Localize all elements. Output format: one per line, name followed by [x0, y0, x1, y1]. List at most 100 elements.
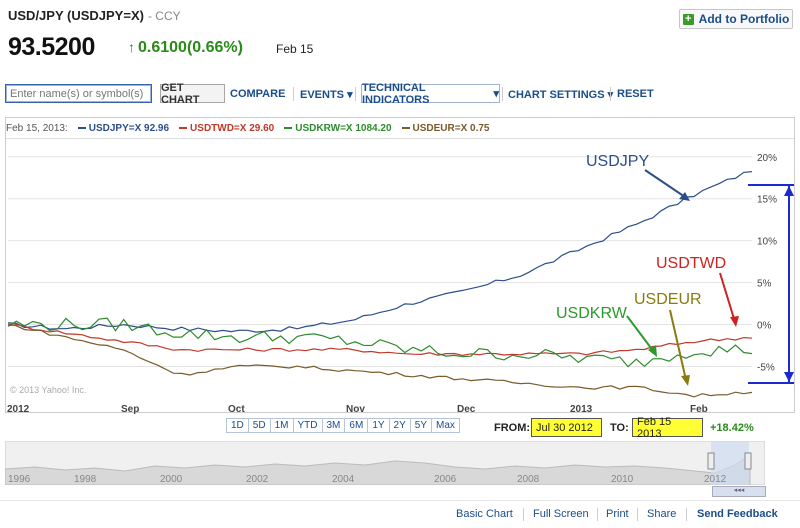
full-screen-link[interactable]: Full Screen: [533, 508, 589, 520]
navigator-selection[interactable]: [711, 441, 749, 485]
arrow-head-icon: [681, 375, 690, 386]
x-tick-label: 2012: [7, 404, 30, 415]
price: 93.5200: [8, 33, 95, 61]
range-buttons: 1D 5D 1M YTD 3M 6M 1Y 2Y 5Y Max: [226, 418, 460, 433]
toolbar-divider: [293, 87, 294, 101]
chart-toolbar: GET CHART COMPARE EVENTS ▾ TECHNICAL IND…: [5, 82, 795, 107]
series-line-usdkrw: [7, 317, 753, 368]
print-link[interactable]: Print: [606, 508, 629, 520]
compare-button[interactable]: COMPARE: [230, 88, 286, 100]
send-feedback-link[interactable]: Send Feedback: [697, 508, 778, 520]
navigator-year-label: 1996: [8, 474, 31, 485]
add-to-portfolio-label: Add to Portfolio: [698, 12, 790, 26]
x-tick-label: Nov: [346, 404, 365, 415]
range-max-button[interactable]: Max: [431, 418, 460, 433]
legend-label: USDTWD=X 29.60: [190, 122, 275, 134]
annotation-usdtwd: USDTWD: [656, 255, 726, 272]
legend-label: USDKRW=X 1084.20: [295, 122, 392, 134]
navigator-year-label: 2004: [332, 474, 355, 485]
range-ytd-button[interactable]: YTD: [292, 418, 323, 433]
x-tick-label: Sep: [121, 404, 140, 415]
y-tick-label: 5%: [757, 279, 772, 290]
up-arrow-icon: ↑: [128, 39, 135, 55]
copyright: © 2013 Yahoo! Inc.: [10, 385, 86, 395]
range-1d-button[interactable]: 1D: [226, 418, 249, 433]
navigator-year-label: 2002: [246, 474, 269, 485]
legend-swatch: [179, 126, 188, 129]
annotation-usdeur: USDEUR: [634, 291, 702, 308]
navigator-year-label: 2000: [160, 474, 183, 485]
page-title: USD/JPY (USDJPY=X) - CCY: [8, 8, 181, 23]
range-1y-button[interactable]: 1Y: [367, 418, 390, 433]
legend-item-usdtwd[interactable]: USDTWD=X 29.60: [179, 123, 274, 134]
chevron-down-icon: ▾: [493, 88, 499, 100]
legend-swatch: [401, 126, 410, 129]
to-label: TO:: [610, 422, 629, 434]
legend-date: Feb 15, 2013:: [6, 122, 68, 134]
y-tick-label: -5%: [757, 362, 775, 373]
legend-item-usdkrw[interactable]: USDKRW=X 1084.20: [284, 122, 392, 134]
quote-date: Feb 15: [276, 42, 314, 56]
range-1m-button[interactable]: 1M: [269, 418, 294, 433]
series-line-usdtwd: [7, 323, 753, 357]
footer-divider: [637, 508, 638, 521]
arrow-up-icon: [784, 186, 794, 196]
range-5y-button[interactable]: 5Y: [409, 418, 433, 433]
navigator-year-label: 2008: [517, 474, 540, 485]
symbol-title: USD/JPY (USDJPY=X): [8, 8, 144, 23]
x-tick-label: Dec: [457, 404, 476, 415]
annotation-arrow-usdtwd: [719, 272, 736, 323]
y-tick-label: 20%: [757, 153, 777, 164]
from-label: FROM:: [494, 422, 531, 434]
legend-item-usdjpy[interactable]: USDJPY=X 92.96: [77, 122, 170, 134]
navigator-area: [5, 454, 751, 485]
legend-label: USDJPY=X 92.96: [88, 122, 170, 134]
to-date-input[interactable]: Feb 15 2013: [632, 416, 703, 440]
range-6m-button[interactable]: 6M: [344, 418, 369, 433]
navigator-year-label: 1998: [74, 474, 97, 485]
reset-button[interactable]: RESET: [617, 88, 654, 100]
y-tick-label: 0%: [757, 321, 772, 332]
events-label: EVENTS: [300, 89, 345, 101]
x-tick-label: Oct: [228, 404, 245, 415]
events-menu[interactable]: EVENTS ▾: [300, 88, 353, 101]
series-line-usdjpy: [7, 171, 753, 333]
footer-divider: [597, 508, 598, 521]
navigator-year-label: 2012: [704, 474, 727, 485]
chart-panel: [5, 117, 795, 413]
navigator-year-label: 2010: [611, 474, 634, 485]
navigator-scrollbar[interactable]: ◂◂◂: [712, 486, 766, 497]
range-3m-button[interactable]: 3M: [321, 418, 346, 433]
annotation-usdkrw: USDKRW: [556, 305, 628, 322]
annotation-usdjpy: USDJPY: [586, 153, 649, 170]
arrow-head-icon: [679, 192, 690, 201]
legend-swatch: [77, 126, 86, 129]
navigator-right-handle[interactable]: [744, 452, 752, 470]
share-link[interactable]: Share: [647, 508, 677, 520]
range-5d-button[interactable]: 5D: [247, 418, 271, 433]
annotation-arrow-usdkrw: [626, 315, 655, 353]
range-change: +18.42%: [710, 422, 754, 434]
navigator-year-label: 2006: [434, 474, 457, 485]
basic-chart-link[interactable]: Basic Chart: [456, 508, 513, 520]
annotation-arrow-usdjpy: [644, 169, 689, 200]
add-to-portfolio-button[interactable]: + Add to Portfolio: [679, 9, 793, 29]
symbol-search-input[interactable]: [5, 84, 152, 103]
range-2y-button[interactable]: 2Y: [388, 418, 411, 433]
navigator-left-handle[interactable]: [707, 452, 715, 470]
get-chart-button[interactable]: GET CHART: [160, 82, 225, 106]
navigator-sparkline: [5, 441, 752, 485]
toolbar-divider: [502, 87, 503, 101]
series-line-usdeur: [7, 323, 753, 398]
title-suffix: - CCY: [147, 9, 181, 23]
from-date-input[interactable]: Jul 30 2012: [531, 418, 602, 437]
technical-indicators-menu[interactable]: TECHNICAL INDICATORS ▾: [361, 82, 500, 106]
price-change: ↑ 0.6100(0.66%): [128, 39, 243, 57]
annotation-arrow-usdeur: [669, 309, 687, 381]
arrow-head-icon: [648, 345, 657, 357]
legend-item-usdeur[interactable]: USDEUR=X 0.75: [401, 123, 489, 134]
x-tick-label: 2013: [570, 404, 593, 415]
y-tick-label: 15%: [757, 195, 777, 206]
arrow-head-icon: [730, 316, 739, 327]
